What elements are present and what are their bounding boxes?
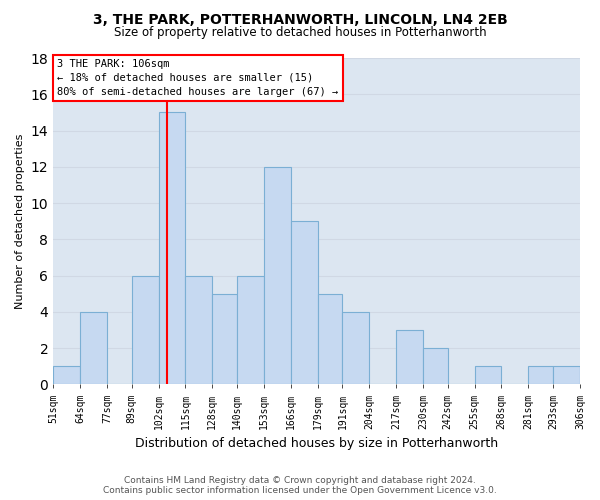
Text: 3, THE PARK, POTTERHANWORTH, LINCOLN, LN4 2EB: 3, THE PARK, POTTERHANWORTH, LINCOLN, LN… — [92, 12, 508, 26]
Bar — [317, 294, 343, 384]
Bar — [158, 112, 185, 384]
Text: Size of property relative to detached houses in Potterhanworth: Size of property relative to detached ho… — [113, 26, 487, 39]
Text: Contains HM Land Registry data © Crown copyright and database right 2024.
Contai: Contains HM Land Registry data © Crown c… — [103, 476, 497, 495]
Bar — [396, 330, 423, 384]
Bar — [291, 221, 317, 384]
Bar — [343, 312, 369, 384]
Bar — [185, 276, 212, 384]
Bar — [131, 276, 158, 384]
Bar — [80, 312, 107, 384]
Bar — [580, 366, 600, 384]
X-axis label: Distribution of detached houses by size in Potterhanworth: Distribution of detached houses by size … — [135, 437, 498, 450]
Bar — [529, 366, 553, 384]
Bar — [212, 294, 237, 384]
Bar — [475, 366, 502, 384]
Bar — [423, 348, 448, 385]
Text: 3 THE PARK: 106sqm
← 18% of detached houses are smaller (15)
80% of semi-detache: 3 THE PARK: 106sqm ← 18% of detached hou… — [57, 59, 338, 97]
Bar — [53, 366, 80, 384]
Bar — [237, 276, 264, 384]
Bar — [553, 366, 580, 384]
Bar — [264, 167, 291, 384]
Y-axis label: Number of detached properties: Number of detached properties — [15, 134, 25, 309]
